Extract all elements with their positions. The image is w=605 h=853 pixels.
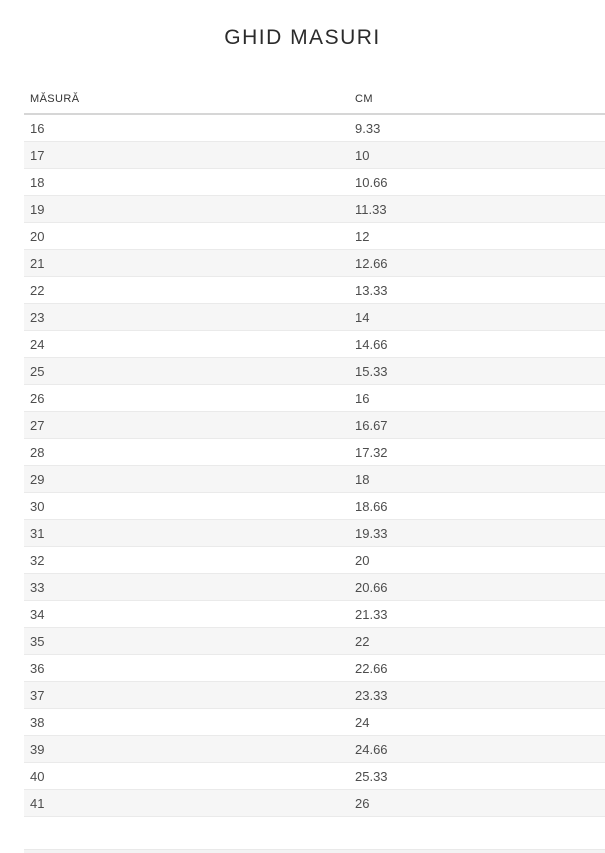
cm-cell: 18.66	[349, 492, 605, 520]
cm-cell: 14.66	[349, 330, 605, 358]
table-header-row: MĂSURĂ CM	[24, 91, 605, 115]
table-row: 36 22.66	[24, 654, 605, 682]
cm-cell: 20.66	[349, 573, 605, 601]
table-row: 30 18.66	[24, 492, 605, 520]
table-row: 33 20.66	[24, 573, 605, 601]
cm-cell: 26	[349, 789, 605, 817]
size-cell: 22	[24, 276, 349, 304]
table-row: 28 17.32	[24, 438, 605, 466]
cm-cell: 12.66	[349, 249, 605, 277]
table-row: 18 10.66	[24, 168, 605, 196]
table-row: 25 15.33	[24, 357, 605, 385]
cm-cell: 22	[349, 627, 605, 655]
size-cell: 30	[24, 492, 349, 520]
cm-cell: 10	[349, 141, 605, 169]
cm-cell: 16	[349, 384, 605, 412]
size-table-body: 16 9.33 17 10 18 10.66 19 11.33 20 12 21…	[24, 114, 605, 817]
cm-cell: 13.33	[349, 276, 605, 304]
size-cell: 36	[24, 654, 349, 682]
table-row: 40 25.33	[24, 762, 605, 790]
table-row: 41 26	[24, 789, 605, 817]
size-cell: 27	[24, 411, 349, 439]
size-guide-table: MĂSURĂ CM 16 9.33 17 10 18 10.66 19 11.3…	[24, 91, 605, 817]
size-cell: 25	[24, 357, 349, 385]
table-row: 22 13.33	[24, 276, 605, 304]
cm-cell: 23.33	[349, 681, 605, 709]
size-cell: 19	[24, 195, 349, 223]
size-cell: 23	[24, 303, 349, 331]
cm-cell: 10.66	[349, 168, 605, 196]
page-title: GHID MASURI	[224, 26, 381, 49]
size-cell: 34	[24, 600, 349, 628]
size-cell: 24	[24, 330, 349, 358]
size-cell: 41	[24, 789, 349, 817]
table-row: 37 23.33	[24, 681, 605, 709]
table-row: 27 16.67	[24, 411, 605, 439]
column-header-masura: MĂSURĂ	[24, 91, 349, 115]
cm-cell: 22.66	[349, 654, 605, 682]
cm-cell: 19.33	[349, 519, 605, 547]
column-header-cm: CM	[349, 91, 605, 115]
size-cell: 35	[24, 627, 349, 655]
size-cell: 20	[24, 222, 349, 250]
table-row: 35 22	[24, 627, 605, 655]
size-cell: 33	[24, 573, 349, 601]
size-cell: 32	[24, 546, 349, 574]
cm-cell: 24.66	[349, 735, 605, 763]
size-cell: 37	[24, 681, 349, 709]
size-cell: 29	[24, 465, 349, 493]
table-row: 26 16	[24, 384, 605, 412]
cm-cell: 15.33	[349, 357, 605, 385]
size-cell: 18	[24, 168, 349, 196]
size-cell: 26	[24, 384, 349, 412]
size-cell: 38	[24, 708, 349, 736]
table-row: 39 24.66	[24, 735, 605, 763]
cm-cell: 16.67	[349, 411, 605, 439]
table-row: 38 24	[24, 708, 605, 736]
size-cell: 39	[24, 735, 349, 763]
table-row: 16 9.33	[24, 114, 605, 142]
size-cell: 28	[24, 438, 349, 466]
cm-cell: 11.33	[349, 195, 605, 223]
table-row: 17 10	[24, 141, 605, 169]
table-row: 34 21.33	[24, 600, 605, 628]
cm-cell: 21.33	[349, 600, 605, 628]
cm-cell: 24	[349, 708, 605, 736]
size-cell: 16	[24, 114, 349, 142]
cm-cell: 14	[349, 303, 605, 331]
table-row: 23 14	[24, 303, 605, 331]
cm-cell: 20	[349, 546, 605, 574]
size-cell: 17	[24, 141, 349, 169]
table-row: 20 12	[24, 222, 605, 250]
table-row: 21 12.66	[24, 249, 605, 277]
size-cell: 31	[24, 519, 349, 547]
cm-cell: 9.33	[349, 114, 605, 142]
cm-cell: 18	[349, 465, 605, 493]
table-row: 19 11.33	[24, 195, 605, 223]
table-row: 32 20	[24, 546, 605, 574]
cm-cell: 17.32	[349, 438, 605, 466]
table-row: 31 19.33	[24, 519, 605, 547]
cm-cell: 12	[349, 222, 605, 250]
table-row: 29 18	[24, 465, 605, 493]
cm-cell: 25.33	[349, 762, 605, 790]
size-cell: 40	[24, 762, 349, 790]
size-cell: 21	[24, 249, 349, 277]
partial-next-row-edge	[24, 849, 605, 853]
table-row: 24 14.66	[24, 330, 605, 358]
